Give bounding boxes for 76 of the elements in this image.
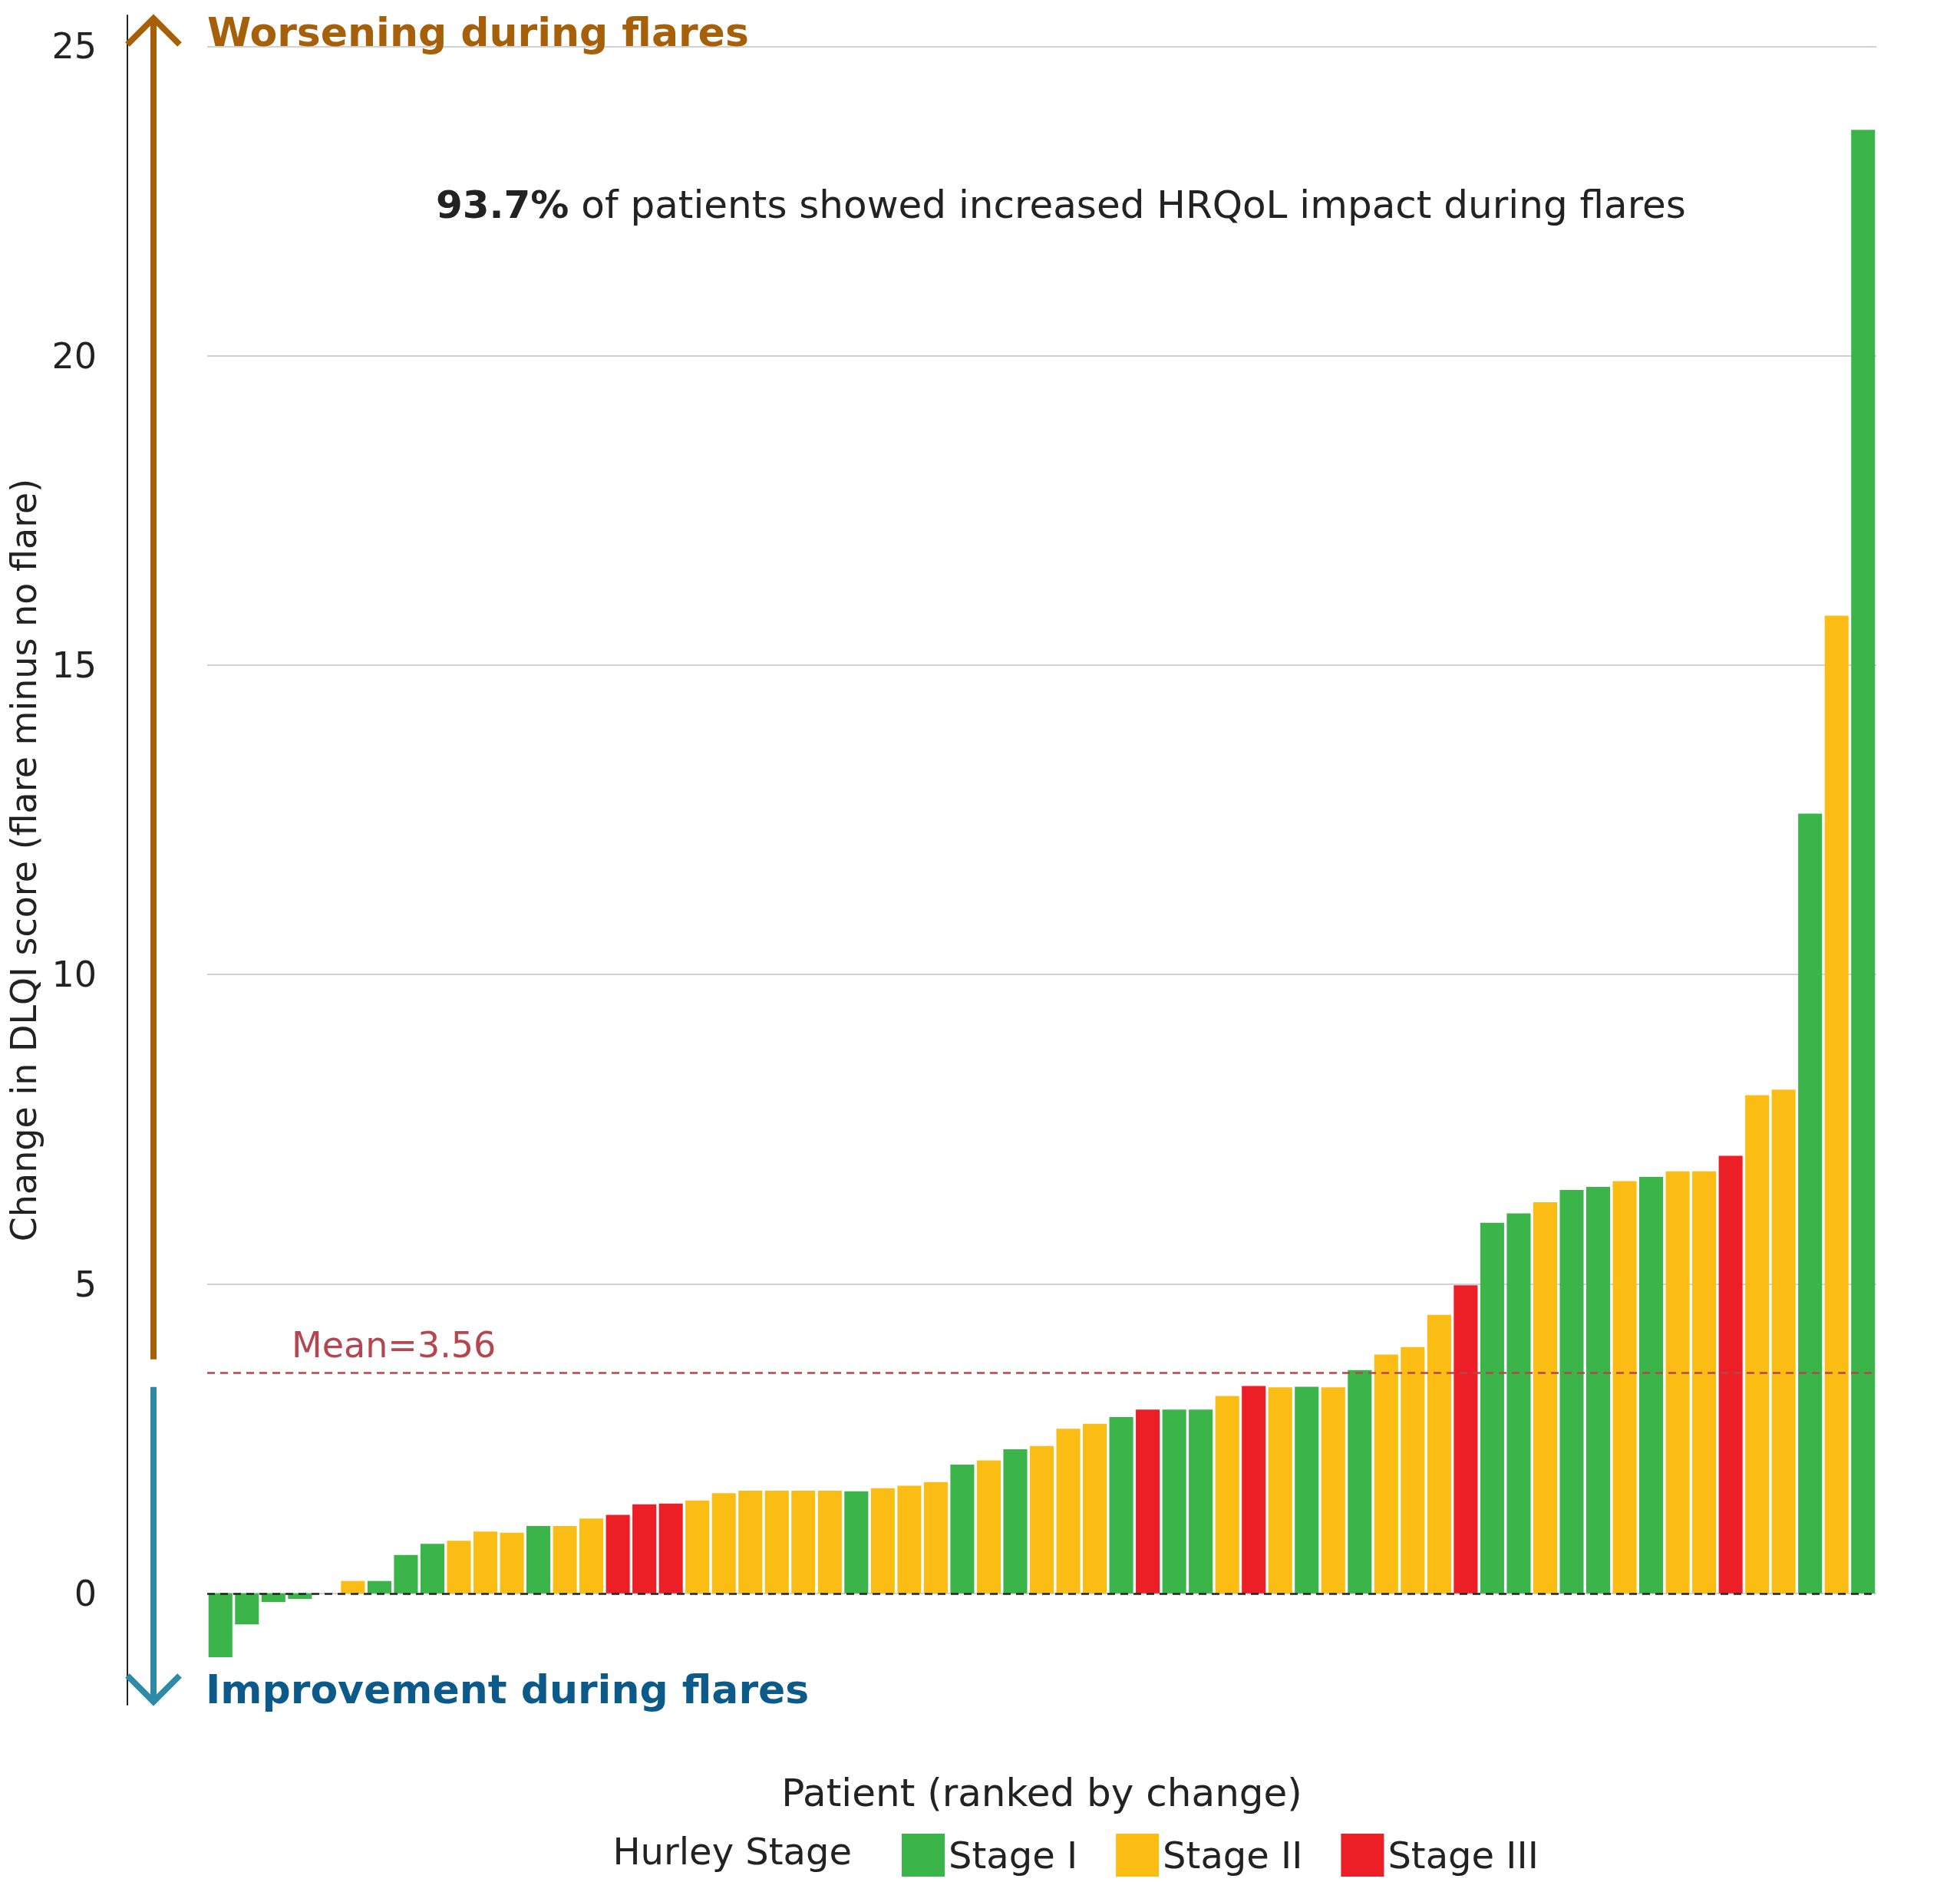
bar [1348,1369,1372,1594]
bar [711,1493,736,1594]
bar [1189,1409,1213,1594]
bar [473,1531,498,1594]
bar [658,1503,683,1594]
bar [1029,1445,1054,1594]
bar [897,1485,922,1594]
bar [950,1465,975,1594]
legend-label: Stage I [949,1834,1078,1877]
bar [1295,1386,1319,1594]
bar [1559,1189,1584,1594]
bar [1824,615,1849,1594]
bar [870,1488,895,1594]
bar [1109,1416,1133,1594]
y-tick-label: 10 [51,954,97,996]
bar [1585,1186,1611,1594]
bar [844,1491,869,1594]
bar [791,1490,816,1594]
bar [579,1518,604,1594]
bar [1401,1346,1425,1594]
bar [1851,130,1876,1594]
annotation: Worsening during flares [207,9,749,55]
bar [817,1490,842,1594]
bar [923,1482,948,1594]
bar [447,1541,471,1594]
bar [208,1593,233,1657]
bar [1162,1409,1186,1594]
y-tick-label: 20 [51,335,97,377]
bar [367,1580,391,1594]
bar [1612,1181,1637,1594]
bar [553,1525,577,1594]
bar [1003,1449,1028,1594]
bar [1454,1285,1478,1594]
bar [685,1500,710,1594]
bar [1533,1202,1557,1594]
y-axis-title: Change in DLQI score (flare minus no flare) [3,478,45,1242]
legend-label: Stage II [1163,1834,1303,1877]
legend-title: Hurley Stage [612,1830,852,1873]
y-tick-label: 0 [74,1572,97,1614]
annotation: Improvement during flares [206,1666,810,1712]
bar [1374,1354,1398,1594]
bar [341,1580,365,1594]
bar [1268,1387,1292,1594]
bar [1692,1171,1717,1594]
y-tick-label: 15 [51,644,97,686]
bar [738,1490,763,1594]
bar [1639,1176,1664,1594]
bar [1718,1155,1743,1594]
bar [1136,1409,1160,1594]
ref-line-label: Mean=3.56 [292,1323,497,1366]
bar [1745,1095,1770,1594]
annotation: 93.7% of patients showed increased HRQoL impact during flares [436,183,1686,227]
bar [976,1460,1001,1594]
bar [605,1514,630,1594]
bar [764,1490,789,1594]
y-tick-label: 25 [51,25,97,68]
y-tick-label: 5 [74,1263,97,1305]
bar [1771,1089,1796,1594]
bar [500,1532,524,1594]
x-axis-title: Patient (ranked by change) [781,1771,1302,1815]
bar [420,1544,444,1594]
bar [526,1525,551,1594]
bar [1427,1314,1451,1594]
bar [1215,1396,1239,1594]
bar [1798,813,1823,1594]
bar [1480,1222,1504,1594]
bar [1242,1386,1266,1594]
bar [1665,1171,1690,1594]
bar [632,1504,657,1594]
bar [1056,1429,1081,1594]
legend-label: Stage III [1388,1834,1539,1877]
bar [235,1593,259,1625]
bar [1506,1213,1531,1594]
bar [1083,1423,1107,1594]
bar [1321,1387,1345,1594]
bar [394,1554,418,1594]
